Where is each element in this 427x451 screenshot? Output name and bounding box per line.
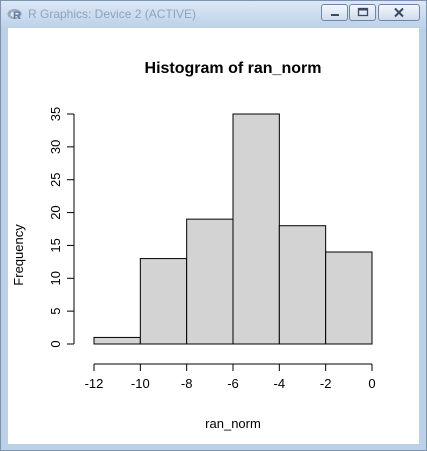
y-tick-label: 35 — [48, 107, 63, 121]
histogram-bar — [93, 336, 141, 345]
x-tick-label: -4 — [274, 376, 286, 391]
histogram-bars — [93, 113, 373, 345]
x-tick-label: -12 — [85, 376, 104, 391]
y-tick-label: 15 — [48, 238, 63, 252]
histogram-bar — [232, 113, 280, 345]
histogram-bar — [278, 225, 327, 345]
r-logo-icon: R — [7, 9, 22, 22]
maximize-icon — [357, 7, 369, 17]
maximize-button[interactable] — [349, 4, 376, 21]
chart-title: Histogram of ran_norm — [145, 60, 322, 77]
minimize-icon — [331, 14, 339, 16]
x-tick-label: -2 — [320, 376, 332, 391]
minimize-button[interactable] — [321, 4, 348, 21]
x-tick-label: -8 — [181, 376, 193, 391]
plot-area: Histogram of ran_norm ran_norm Frequency… — [8, 28, 419, 444]
y-tick-label: 10 — [48, 271, 63, 285]
y-tick-label: 0 — [48, 340, 63, 347]
y-tick-label: 25 — [48, 172, 63, 186]
histogram-bar — [325, 251, 373, 345]
x-axis-label: ran_norm — [205, 416, 261, 431]
close-icon — [394, 7, 404, 18]
title-bar[interactable]: R R Graphics: Device 2 (ACTIVE) — [1, 1, 426, 28]
histogram-bar — [139, 258, 188, 345]
x-tick-label: -10 — [131, 376, 150, 391]
y-tick-label: 5 — [48, 308, 63, 315]
r-logo-letter: R — [13, 10, 21, 22]
y-tick-label: 20 — [48, 205, 63, 219]
y-axis: 0 5 10 15 20 25 30 35 — [48, 107, 75, 348]
histogram-bar — [186, 218, 234, 345]
x-tick-label: 0 — [368, 376, 375, 391]
histogram-plot: Histogram of ran_norm ran_norm Frequency… — [11, 60, 376, 431]
x-axis: -12 -10 -8 -6 -4 -2 0 — [85, 363, 376, 391]
window-title: R Graphics: Device 2 (ACTIVE) — [28, 7, 197, 21]
y-tick-label: 30 — [48, 140, 63, 154]
y-axis-label: Frequency — [11, 224, 26, 286]
close-button[interactable] — [378, 4, 420, 21]
x-tick-label: -6 — [227, 376, 239, 391]
